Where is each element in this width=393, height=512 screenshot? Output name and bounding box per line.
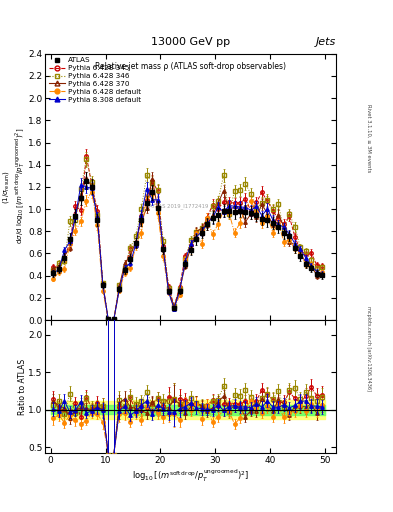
Text: ATLAS 2019_I1772419: ATLAS 2019_I1772419	[149, 203, 209, 208]
Y-axis label: $(1/\sigma_{\rm resum})$
 d$\sigma$/d $\log_{10}[(m^{\rm soft\,drop}/p_T^{\rm un: $(1/\sigma_{\rm resum})$ d$\sigma$/d $\l…	[1, 127, 27, 246]
Text: mcplots.cern.ch [arXiv:1306.3436]: mcplots.cern.ch [arXiv:1306.3436]	[366, 306, 371, 391]
Y-axis label: Ratio to ATLAS: Ratio to ATLAS	[18, 358, 27, 415]
Text: 13000 GeV pp: 13000 GeV pp	[151, 37, 230, 47]
Text: Rivet 3.1.10, ≥ 3M events: Rivet 3.1.10, ≥ 3M events	[366, 104, 371, 173]
X-axis label: $\log_{10}[(m^{\rm soft\,drop}/p_T^{\rm ungroomed})^2]$: $\log_{10}[(m^{\rm soft\,drop}/p_T^{\rm …	[132, 467, 249, 484]
Text: Jets: Jets	[316, 37, 336, 47]
Legend: ATLAS, Pythia 6.428 345, Pythia 6.428 346, Pythia 6.428 370, Pythia 6.428 defaul: ATLAS, Pythia 6.428 345, Pythia 6.428 34…	[48, 56, 142, 104]
Text: Relative jet mass ρ (ATLAS soft-drop observables): Relative jet mass ρ (ATLAS soft-drop obs…	[95, 62, 286, 71]
